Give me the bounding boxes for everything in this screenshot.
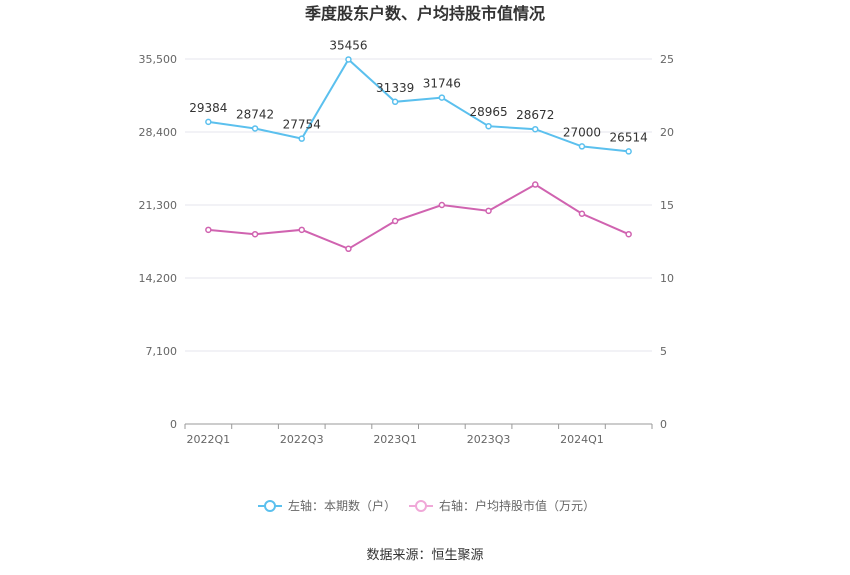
left-tick-label: 21,300 <box>139 199 178 212</box>
data-point[interactable] <box>205 226 212 234</box>
data-label: 31746 <box>423 77 461 91</box>
series-layer: 29384 28742 27754 35456 31339 31746 28965 28672… <box>189 38 648 253</box>
source-note: 数据来源：恒生聚源 <box>366 548 483 563</box>
data-point[interactable] <box>391 217 399 225</box>
data-label: 31339 <box>376 81 414 95</box>
right-tick-label: 5 <box>660 345 667 358</box>
right-tick-label: 10 <box>660 272 674 285</box>
x-axis: 2022Q1 2022Q3 2023Q1 2023Q3 2024Q1 <box>184 424 653 446</box>
data-point[interactable] <box>205 118 212 126</box>
legend-label-left-series: 左轴：本期数（户） <box>288 498 396 513</box>
data-point[interactable] <box>532 181 539 188</box>
legend-label-right-series: 右轴：户均持股市值（万元） <box>439 498 595 513</box>
data-label: 28742 <box>236 107 274 121</box>
data-point[interactable] <box>485 207 492 215</box>
x-tick-label: 2022Q3 <box>280 433 324 446</box>
legend-item-right-series[interactable]: 右轴：户均持股市值（万元） <box>409 498 595 513</box>
data-label: 29384 <box>189 101 227 115</box>
data-label: 28672 <box>516 108 554 122</box>
right-axis: 0 5 10 15 20 25 <box>660 53 674 431</box>
data-point[interactable] <box>298 226 305 234</box>
data-point[interactable] <box>345 56 352 63</box>
series-line-1 <box>208 57 629 153</box>
data-point[interactable] <box>345 245 352 253</box>
left-tick-label: 0 <box>170 418 177 431</box>
x-tick-label: 2023Q1 <box>373 433 417 446</box>
left-tick-label: 14,200 <box>139 272 178 285</box>
data-label: 27754 <box>283 118 321 132</box>
legend[interactable]: 左轴：本期数（户） 右轴：户均持股市值（万元） <box>258 498 595 513</box>
data-point[interactable] <box>532 125 539 133</box>
legend-item-left-series[interactable]: 左轴：本期数（户） <box>258 498 396 513</box>
data-label: 27000 <box>563 125 601 139</box>
data-point[interactable] <box>298 135 305 142</box>
data-point[interactable] <box>251 125 259 132</box>
right-tick-label: 15 <box>660 199 674 212</box>
right-tick-label: 0 <box>660 418 667 431</box>
data-point[interactable] <box>251 230 259 238</box>
left-axis: 0 7,100 14,200 21,300 28,400 35,500 <box>139 53 178 431</box>
data-label: 28965 <box>469 105 507 119</box>
data-label: 26514 <box>610 130 648 144</box>
left-tick-label: 28,400 <box>139 126 178 139</box>
right-tick-label: 25 <box>660 53 674 66</box>
data-point[interactable] <box>438 94 446 101</box>
data-point[interactable] <box>391 98 399 106</box>
grid <box>185 58 652 425</box>
left-tick-label: 7,100 <box>146 345 178 358</box>
right-tick-label: 20 <box>660 126 674 139</box>
data-label: 35456 <box>329 38 367 52</box>
data-point[interactable] <box>625 230 632 238</box>
data-point[interactable] <box>578 210 586 218</box>
data-point[interactable] <box>485 122 492 130</box>
chart-title: 季度股东户数、户均持股市值情况 <box>304 4 545 23</box>
data-point[interactable] <box>625 148 632 155</box>
data-point[interactable] <box>578 143 586 150</box>
x-tick-label: 2023Q3 <box>467 433 511 446</box>
series-line-2 <box>208 183 630 250</box>
x-tick-label: 2024Q1 <box>560 433 604 446</box>
data-point[interactable] <box>438 201 446 209</box>
x-tick-label: 2022Q1 <box>187 433 231 446</box>
left-tick-label: 35,500 <box>139 53 178 66</box>
